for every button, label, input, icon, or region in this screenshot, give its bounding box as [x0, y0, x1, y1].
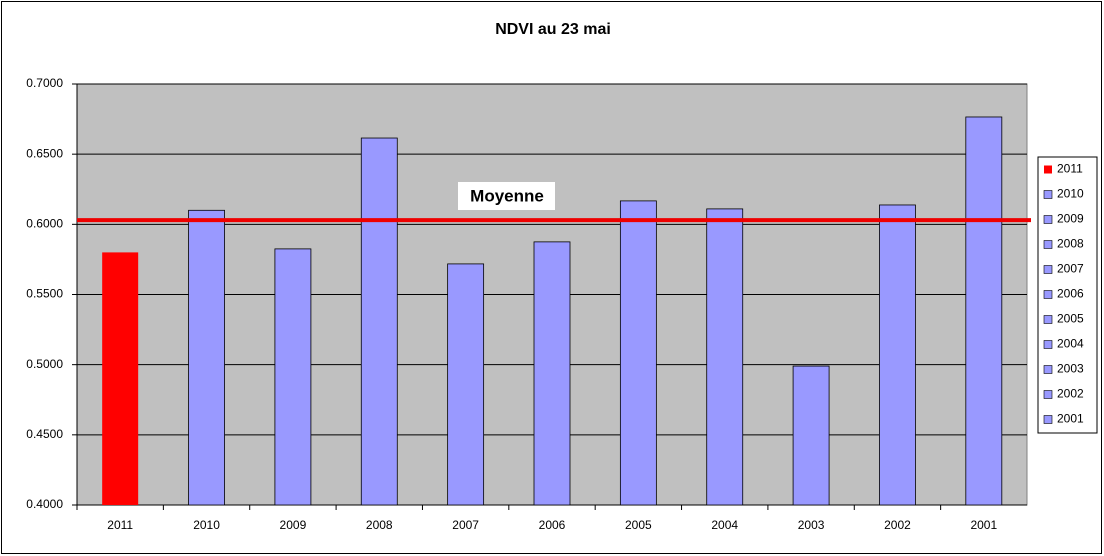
bar: [706, 208, 744, 506]
legend-swatch: [1043, 290, 1053, 299]
legend-swatch: [1043, 190, 1053, 199]
reference-label: Moyenne: [470, 186, 544, 205]
legend-label: 2010: [1057, 187, 1084, 201]
legend-swatch: [1043, 215, 1053, 224]
legend-swatch: [1043, 265, 1053, 274]
legend-label: 2006: [1057, 287, 1084, 301]
chart-title: NDVI au 23 mai: [495, 21, 611, 38]
x-tick-label: 2003: [798, 518, 825, 532]
y-tick-label: 0.6500: [26, 146, 63, 160]
y-tick-label: 0.5000: [26, 357, 63, 371]
x-tick-label: 2010: [193, 518, 220, 532]
x-tick-label: 2004: [711, 518, 738, 532]
x-tick-label: 2007: [452, 518, 479, 532]
legend-label: 2007: [1057, 262, 1084, 276]
legend-label: 2008: [1057, 237, 1084, 251]
legend-swatch: [1043, 315, 1053, 324]
y-tick-label: 0.6000: [26, 217, 63, 231]
bar: [879, 204, 916, 506]
legend-label: 2001: [1057, 412, 1084, 426]
x-tick-label: 2005: [625, 518, 652, 532]
bar: [619, 200, 657, 506]
y-tick-label: 0.4000: [26, 497, 63, 511]
x-tick-label: 2009: [280, 518, 307, 532]
bar: [274, 248, 312, 506]
legend-label: 2004: [1057, 337, 1084, 351]
legend-swatch: [1043, 415, 1053, 424]
reference-label-box: [458, 182, 555, 210]
bar: [792, 365, 830, 506]
x-tick-label: 2001: [970, 518, 997, 532]
x-tick-label: 2002: [884, 518, 911, 532]
legend-swatch: [1043, 340, 1053, 349]
legend-label: 2011: [1057, 162, 1083, 176]
legend-label: 2009: [1057, 212, 1084, 226]
x-tick-label: 2006: [539, 518, 566, 532]
legend-label: 2003: [1057, 362, 1084, 376]
legend-swatch: [1043, 365, 1053, 374]
bar: [102, 252, 139, 505]
legend-swatch: [1043, 390, 1053, 399]
bar: [360, 137, 398, 506]
x-tick-label: 2011: [107, 518, 133, 532]
bar: [533, 241, 571, 506]
y-tick-label: 0.4500: [26, 427, 63, 441]
y-tick-label: 0.5500: [26, 287, 63, 301]
legend-label: 2005: [1057, 312, 1084, 326]
bar: [447, 263, 485, 506]
bar: [965, 116, 1003, 506]
legend-label: 2002: [1057, 387, 1084, 401]
y-tick-label: 0.7000: [26, 76, 63, 90]
x-tick-label: 2008: [366, 518, 393, 532]
legend-swatch: [1043, 240, 1053, 249]
legend-swatch: [1044, 165, 1052, 174]
bar: [188, 209, 225, 506]
